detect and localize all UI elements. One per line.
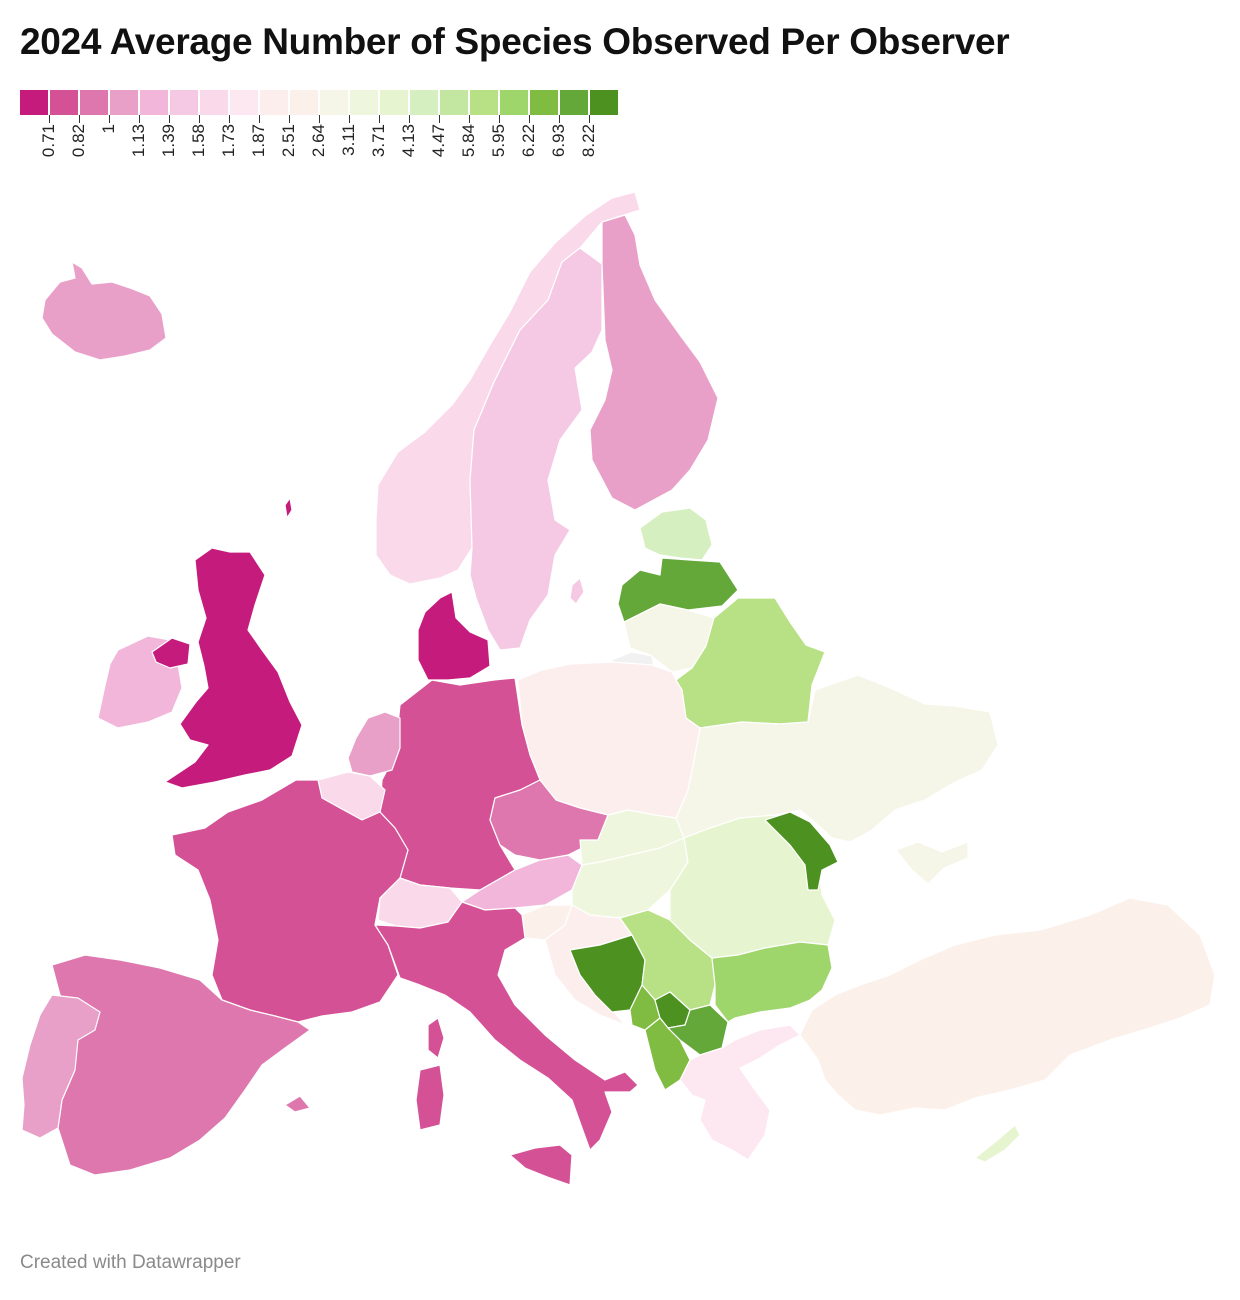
legend-label: 5.84 [459,124,478,158]
attribution-footer: Created with Datawrapper [20,1252,241,1273]
legend-tick [169,115,170,123]
europe-choropleth-map [21,191,1216,1186]
legend-tick [109,115,110,123]
legend-label: 1.58 [189,124,208,158]
region-bulgaria[interactable] [711,941,833,1023]
region-northern-ireland[interactable] [151,637,191,669]
legend-label: 3.11 [339,124,358,156]
legend-swatch [530,90,558,115]
legend-swatch [140,90,168,115]
region-turkey[interactable] [799,897,1216,1116]
legend-label: 1.87 [249,124,268,158]
region-netherlands[interactable] [347,711,401,777]
legend-tick [379,115,380,123]
legend-swatch [260,90,288,115]
legend-tick [79,115,80,123]
legend-label: 1.13 [129,124,148,158]
region-estonia[interactable] [639,507,713,561]
legend-swatch [560,90,588,115]
legend-label: 2.64 [309,124,328,158]
legend-label: 1 [99,124,118,134]
legend-swatch [50,90,78,115]
legend-swatch [380,90,408,115]
legend-tick [199,115,200,123]
region-balearics[interactable] [284,1095,311,1113]
color-legend: 0.71 0.82 1 1.13 1.39 1.58 1.73 1.87 2.51 2.64 3.1… [20,90,620,180]
legend-swatch [320,90,348,115]
legend-label: 4.47 [429,124,448,158]
legend-tick [289,115,290,123]
region-italy[interactable] [374,901,639,1151]
legend-tick [139,115,140,123]
legend-label: 5.95 [489,124,508,158]
legend-label: 0.71 [39,124,58,158]
region-cyprus[interactable] [974,1124,1021,1163]
legend-tick [529,115,530,123]
region-faroe[interactable] [284,497,293,519]
region-united-kingdom[interactable] [164,547,303,789]
legend-swatch [410,90,438,115]
region-iceland[interactable] [41,261,167,361]
region-denmark[interactable] [417,591,491,681]
legend-swatch [590,90,618,115]
legend-tick [259,115,260,123]
legend-tick [439,115,440,123]
region-france[interactable] [171,779,409,1023]
region-sweden[interactable] [469,247,603,651]
region-finland[interactable] [589,214,719,511]
region-greece[interactable] [679,1024,801,1161]
region-sicily[interactable] [509,1144,573,1186]
legend-tick [349,115,350,123]
legend-label: 2.51 [279,124,298,158]
legend-swatch [170,90,198,115]
legend-tick [499,115,500,123]
legend-tick [49,115,50,123]
region-crimea[interactable] [895,841,969,885]
legend-swatch [500,90,528,115]
legend-swatch [350,90,378,115]
region-moldova[interactable] [764,811,839,891]
legend-label: 4.13 [399,124,418,158]
legend-swatch [200,90,228,115]
legend-tick [469,115,470,123]
legend-label: 6.93 [549,124,568,158]
legend-tick [319,115,320,123]
region-gotland[interactable] [569,577,585,605]
legend-label: 8.22 [579,124,598,158]
legend-swatch [230,90,258,115]
legend-swatch [470,90,498,115]
region-portugal[interactable] [21,994,101,1139]
legend-label: 1.39 [159,124,178,158]
legend-swatch [290,90,318,115]
legend-tick [229,115,230,123]
legend-tick [409,115,410,123]
legend-tick [559,115,560,123]
legend-label: 0.82 [69,124,88,158]
map-title: 2024 Average Number of Species Observed … [20,21,1010,62]
legend-swatch [80,90,108,115]
legend-label: 1.73 [219,124,238,158]
legend-swatch [20,90,48,115]
legend-label: 6.22 [519,124,538,158]
legend-label: 3.71 [369,124,388,158]
legend-swatch [440,90,468,115]
legend-tick [589,115,590,123]
region-sardinia[interactable] [415,1064,445,1131]
region-corsica[interactable] [427,1017,445,1059]
legend-swatch [110,90,138,115]
